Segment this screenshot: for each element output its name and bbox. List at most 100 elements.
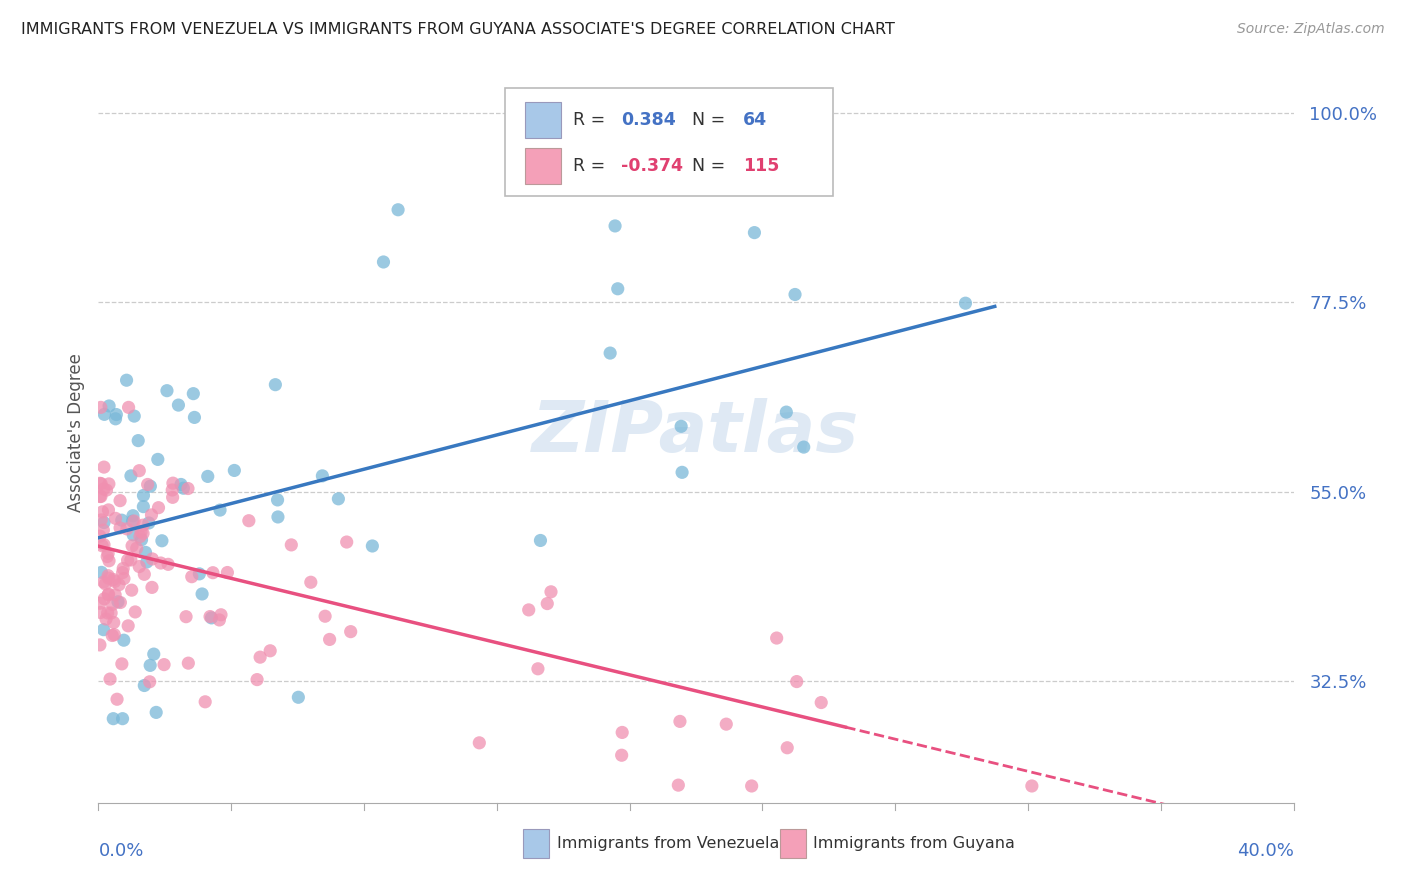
- Point: [373, 255, 395, 269]
- Point: [97, 546, 120, 560]
- Point: [103, 628, 125, 642]
- Point: [129, 524, 152, 539]
- Point: [132, 488, 155, 502]
- Text: Immigrants from Venezuela: Immigrants from Venezuela: [557, 836, 780, 851]
- Point: [669, 714, 692, 729]
- Point: [141, 508, 163, 522]
- Text: 64: 64: [742, 111, 766, 129]
- Point: [157, 558, 180, 572]
- Point: [97, 503, 120, 517]
- Point: [98, 399, 121, 413]
- Point: [101, 598, 124, 612]
- Point: [132, 518, 155, 533]
- Point: [93, 575, 115, 590]
- Text: 0.384: 0.384: [620, 111, 675, 129]
- Text: N =: N =: [692, 157, 725, 175]
- Point: [318, 632, 340, 647]
- Point: [93, 591, 115, 606]
- Point: [117, 619, 139, 633]
- Point: [197, 469, 219, 483]
- Point: [311, 468, 333, 483]
- Point: [264, 377, 287, 392]
- Point: [238, 514, 260, 528]
- Point: [246, 673, 269, 687]
- Point: [121, 539, 143, 553]
- Point: [104, 574, 127, 589]
- Point: [150, 533, 173, 548]
- Point: [540, 584, 562, 599]
- Point: [132, 500, 155, 514]
- Point: [93, 408, 115, 422]
- Point: [117, 553, 139, 567]
- Point: [89, 490, 111, 504]
- Point: [103, 712, 125, 726]
- Point: [108, 493, 131, 508]
- Point: [89, 638, 111, 652]
- Point: [112, 633, 135, 648]
- Point: [120, 553, 142, 567]
- Point: [468, 736, 491, 750]
- Point: [217, 566, 239, 580]
- Point: [90, 566, 112, 580]
- Point: [120, 468, 142, 483]
- Point: [775, 405, 797, 419]
- Point: [89, 476, 111, 491]
- Point: [131, 533, 153, 547]
- Point: [810, 696, 832, 710]
- Point: [91, 505, 114, 519]
- Point: [142, 647, 165, 661]
- Point: [124, 605, 146, 619]
- Point: [115, 373, 138, 387]
- Point: [1021, 779, 1043, 793]
- Point: [104, 412, 127, 426]
- Point: [122, 528, 145, 542]
- Point: [141, 552, 163, 566]
- Point: [249, 650, 271, 665]
- Point: [100, 606, 122, 620]
- Point: [741, 779, 763, 793]
- Point: [209, 607, 232, 622]
- Text: 0.0%: 0.0%: [98, 842, 143, 860]
- Point: [122, 508, 145, 523]
- Point: [765, 631, 787, 645]
- Point: [91, 539, 114, 553]
- Bar: [523, 830, 548, 857]
- Point: [93, 523, 115, 537]
- Point: [198, 609, 221, 624]
- Point: [98, 554, 121, 568]
- Point: [153, 657, 176, 672]
- Point: [139, 479, 162, 493]
- Bar: [779, 830, 806, 857]
- Point: [145, 706, 167, 720]
- Point: [183, 410, 205, 425]
- Point: [339, 624, 361, 639]
- Point: [606, 282, 628, 296]
- Point: [387, 202, 409, 217]
- Point: [96, 483, 118, 497]
- Point: [786, 674, 808, 689]
- Point: [148, 500, 170, 515]
- Point: [612, 725, 634, 739]
- Point: [98, 672, 121, 686]
- Point: [156, 384, 179, 398]
- Point: [107, 595, 129, 609]
- Point: [97, 588, 120, 602]
- Point: [172, 481, 194, 495]
- Point: [188, 566, 211, 581]
- Point: [112, 561, 135, 575]
- Point: [201, 566, 224, 580]
- Point: [90, 401, 112, 415]
- Point: [136, 477, 159, 491]
- Point: [112, 572, 135, 586]
- Point: [108, 521, 131, 535]
- Point: [97, 568, 120, 582]
- Point: [224, 463, 246, 477]
- Point: [103, 615, 125, 630]
- Point: [134, 567, 156, 582]
- Point: [209, 503, 232, 517]
- Point: [149, 556, 172, 570]
- Point: [610, 748, 633, 763]
- Point: [97, 606, 120, 620]
- Point: [122, 514, 145, 528]
- Point: [200, 611, 222, 625]
